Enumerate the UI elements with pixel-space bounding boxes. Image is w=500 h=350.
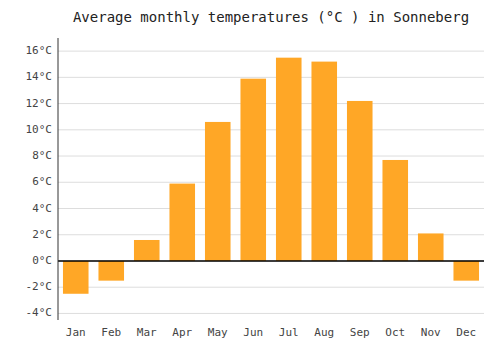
grid-line	[58, 313, 484, 314]
bar	[240, 79, 266, 261]
grid-line	[58, 287, 484, 288]
bar	[347, 101, 373, 261]
bar	[169, 184, 195, 261]
x-tick-label: Aug	[314, 326, 334, 339]
grid-line	[58, 129, 484, 130]
title: Average monthly temperatures (°C ) in So…	[73, 9, 469, 25]
y-tick-label: 4°C	[32, 202, 52, 215]
grid-line	[58, 208, 484, 209]
chart-container: Average monthly temperatures (°C ) in So…	[0, 0, 500, 350]
x-tick-label: Mar	[137, 326, 157, 339]
y-axis-labels: -4°C -2°C 0°C 2°C 4°C 6°C 8°C 10°C 12°C 14°C 16°C	[26, 44, 53, 319]
y-axis-line	[58, 38, 59, 320]
x-axis-labels: Jan Feb Mar Apr May Jun Jul Aug Sep Oct Nov Dec	[66, 326, 476, 339]
bar	[276, 58, 302, 261]
grid-line	[58, 103, 484, 104]
grid	[58, 51, 484, 313]
bar	[382, 160, 408, 261]
x-tick-label: Jan	[66, 326, 86, 339]
y-tick-label: -2°C	[26, 280, 53, 293]
bar	[63, 261, 89, 294]
chart: Average monthly temperatures (°C ) in So…	[0, 0, 500, 350]
page: {"chart_data": {"type": "bar", "title": …	[0, 0, 500, 350]
y-tick-label: 0°C	[32, 254, 52, 267]
bar	[205, 122, 231, 261]
bar	[134, 240, 160, 261]
x-tick-label: Dec	[456, 326, 476, 339]
grid-line	[58, 182, 484, 183]
y-tick-label: 10°C	[26, 123, 53, 136]
y-tick-label: -4°C	[26, 306, 53, 319]
x-tick-label: Jun	[243, 326, 263, 339]
x-tick-label: Feb	[101, 326, 121, 339]
x-tick-label: May	[208, 326, 228, 339]
y-tick-label: 16°C	[26, 44, 53, 57]
y-tick-label: 12°C	[26, 97, 53, 110]
y-tick-label: 2°C	[32, 228, 52, 241]
grid-line	[58, 77, 484, 78]
bar	[418, 233, 444, 261]
x-tick-label: Nov	[421, 326, 441, 339]
background	[0, 0, 500, 350]
bar	[311, 62, 337, 261]
bar	[98, 261, 124, 281]
x-tick-label: Jul	[279, 326, 299, 339]
x-tick-label: Apr	[172, 326, 192, 339]
x-tick-label: Oct	[385, 326, 405, 339]
x-tick-label: Sep	[350, 326, 370, 339]
bar	[453, 261, 479, 281]
zero-line	[58, 260, 484, 262]
grid-line	[58, 260, 484, 261]
bars	[58, 58, 484, 294]
y-tick-label: 8°C	[32, 149, 52, 162]
y-tick-label: 6°C	[32, 175, 52, 188]
y-tick-label: 14°C	[26, 70, 53, 83]
grid-line	[58, 156, 484, 157]
grid-line	[58, 51, 484, 52]
